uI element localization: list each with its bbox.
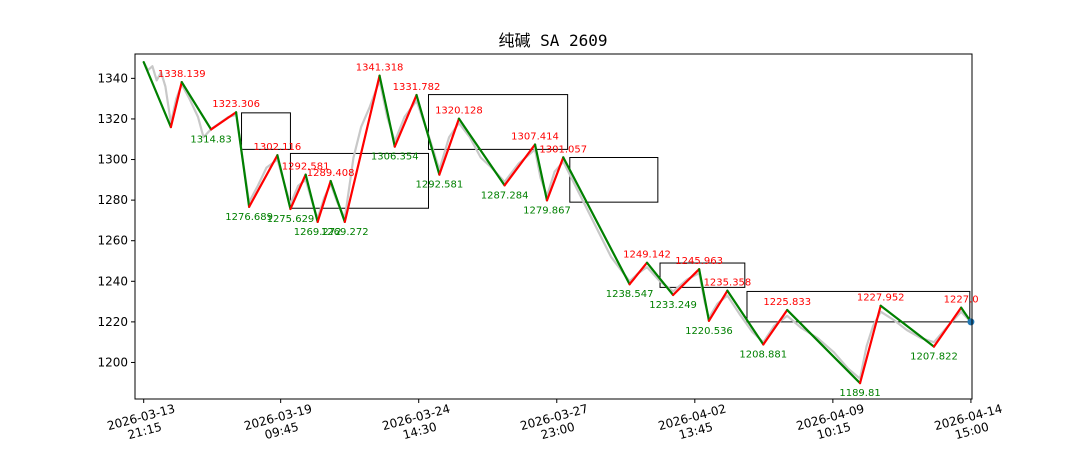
pivot-low-label-4: 1276.689 bbox=[225, 212, 273, 223]
plot-frame bbox=[134, 53, 973, 400]
up-stroke-22 bbox=[628, 261, 649, 286]
pivot-high-label-19: 1301.057 bbox=[539, 144, 587, 155]
up-stroke-18 bbox=[503, 143, 537, 187]
chart-title: 纯碱 SA 2609 bbox=[498, 31, 607, 50]
consolidation-box-6 bbox=[746, 290, 971, 323]
up-stroke-10 bbox=[316, 179, 332, 223]
pivot-high-label-29: 1227.952 bbox=[857, 293, 905, 304]
pivot-high-label-25: 1235.358 bbox=[704, 278, 752, 289]
pivot-high-label-5: 1302.116 bbox=[254, 142, 302, 153]
current-price-marker bbox=[967, 318, 975, 326]
up-stroke-14 bbox=[393, 93, 418, 148]
up-stroke-16 bbox=[438, 117, 461, 176]
pivot-high-label-15: 1320.128 bbox=[435, 106, 483, 117]
up-stroke-8 bbox=[289, 173, 307, 211]
pivot-low-label-12: 1306.354 bbox=[371, 152, 419, 163]
down-stroke-31 bbox=[879, 304, 936, 348]
pivot-high-label-11: 1341.318 bbox=[356, 63, 404, 74]
y-tick-label-1240: 1240 bbox=[97, 274, 128, 288]
pivot-low-label-10: 1269.272 bbox=[321, 227, 369, 238]
down-stroke-1 bbox=[142, 61, 172, 129]
pivot-high-label-27: 1225.833 bbox=[763, 297, 811, 308]
x-tick-label-1: 2026-03-1321:15 bbox=[106, 402, 181, 447]
pivot-high-label-7: 1292.581 bbox=[282, 162, 330, 173]
pivot-low-label-14: 1292.581 bbox=[416, 180, 464, 191]
consolidation-box-3 bbox=[427, 94, 569, 150]
y-tick-label-1280: 1280 bbox=[97, 193, 128, 207]
down-stroke-19 bbox=[533, 143, 549, 202]
x-tick-label-4: 2026-03-2723:00 bbox=[519, 402, 594, 447]
pivot-low-label-30: 1207.822 bbox=[910, 352, 958, 363]
down-stroke-3 bbox=[180, 81, 213, 131]
x-tick-label-6: 2026-04-0910:15 bbox=[795, 402, 870, 447]
down-stroke-15 bbox=[415, 93, 441, 176]
up-stroke-26 bbox=[707, 289, 729, 322]
up-stroke-28 bbox=[762, 308, 789, 346]
up-stroke-12 bbox=[343, 74, 381, 223]
y-tick-label-1220: 1220 bbox=[97, 315, 128, 329]
pivot-high-label-23: 1245.963 bbox=[675, 256, 723, 267]
pivot-low-label-8: 1269.272 bbox=[294, 227, 342, 238]
down-stroke-27 bbox=[726, 289, 765, 346]
consolidation-box-1 bbox=[241, 112, 291, 150]
down-stroke-25 bbox=[698, 268, 711, 322]
pivot-low-label-2: 1314.83 bbox=[190, 134, 231, 145]
pivot-low-label-18: 1279.867 bbox=[523, 205, 571, 216]
y-tick-label-1260: 1260 bbox=[97, 234, 128, 248]
pivot-high-label-1: 1338.139 bbox=[158, 69, 206, 80]
x-tick-label-7: 2026-04-1415:00 bbox=[933, 402, 1008, 447]
pivot-low-label-16: 1287.284 bbox=[481, 190, 529, 201]
down-stroke-5 bbox=[234, 111, 251, 208]
up-stroke-30 bbox=[858, 304, 882, 385]
down-stroke-29 bbox=[786, 308, 862, 385]
up-stroke-6 bbox=[248, 154, 279, 208]
pivot-high-label-21: 1249.142 bbox=[623, 250, 671, 261]
pivot-high-label-9: 1289.408 bbox=[307, 168, 355, 179]
up-stroke-24 bbox=[671, 268, 701, 297]
pivot-high-label-3: 1323.306 bbox=[212, 99, 260, 110]
y-tick-label-1300: 1300 bbox=[97, 153, 128, 167]
pivot-low-label-24: 1220.536 bbox=[685, 326, 733, 337]
y-tick-label-1320: 1320 bbox=[97, 112, 128, 126]
y-tick-label-1200: 1200 bbox=[97, 355, 128, 369]
pivot-low-label-20: 1238.547 bbox=[606, 289, 654, 300]
pivot-high-label-17: 1307.414 bbox=[511, 131, 559, 142]
down-stroke-9 bbox=[304, 173, 319, 223]
down-stroke-23 bbox=[645, 261, 675, 297]
consolidation-box-2 bbox=[289, 152, 429, 209]
down-stroke-7 bbox=[276, 154, 292, 211]
up-stroke-32 bbox=[932, 306, 963, 348]
up-stroke-4 bbox=[209, 111, 238, 131]
x-tick-label-5: 2026-04-0213:45 bbox=[657, 402, 732, 447]
pivot-high-label-31: 1227.0 bbox=[944, 295, 979, 306]
pivot-low-label-26: 1208.881 bbox=[739, 349, 787, 360]
consolidation-box-4 bbox=[569, 157, 659, 203]
up-stroke-2 bbox=[169, 81, 183, 129]
pivot-low-label-22: 1233.249 bbox=[649, 300, 697, 311]
pivot-high-label-13: 1331.782 bbox=[393, 82, 441, 93]
x-tick-label-2: 2026-03-1909:45 bbox=[243, 402, 318, 447]
down-stroke-13 bbox=[378, 74, 396, 148]
pivot-low-label-28: 1189.81 bbox=[839, 388, 880, 399]
down-stroke-21 bbox=[562, 156, 631, 286]
x-tick-label-3: 2026-03-2414:30 bbox=[381, 402, 456, 447]
y-tick-label-1340: 1340 bbox=[97, 71, 128, 85]
down-stroke-17 bbox=[457, 117, 506, 187]
pivot-low-label-6: 1275.629 bbox=[267, 214, 315, 225]
down-stroke-11 bbox=[329, 179, 346, 223]
up-stroke-20 bbox=[545, 156, 565, 202]
